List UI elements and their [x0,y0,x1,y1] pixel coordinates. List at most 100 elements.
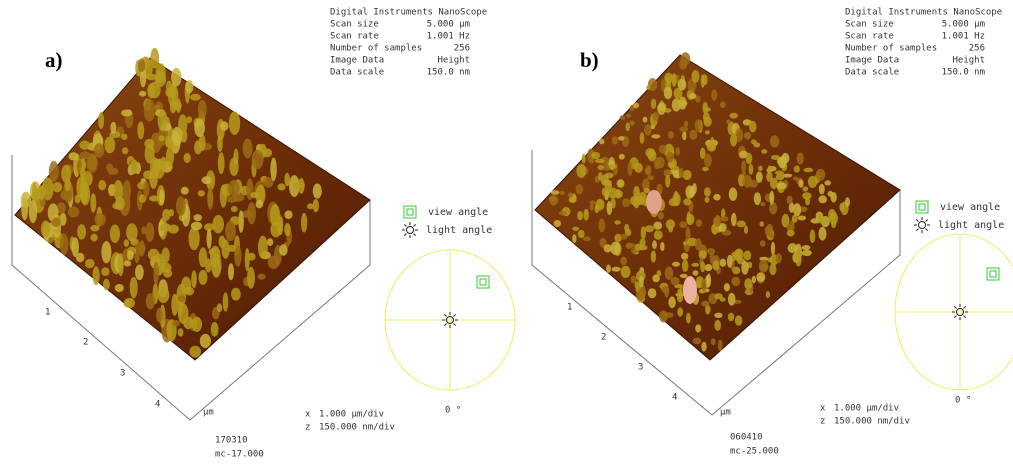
surface-peak [696,219,702,227]
zero-angle-label: 0 ° [955,396,971,406]
surface-peak [666,151,674,162]
surface-peak [98,112,104,129]
surface-peak [191,222,202,231]
surface-peak [693,270,699,275]
surface-peak [86,154,97,173]
axis-tick-label: 4 [672,393,677,403]
surface-peak [796,249,803,257]
surface-peak [741,261,748,275]
surface-peak [250,192,259,199]
zero-angle-label: 0 ° [445,406,461,416]
surface-peak [135,265,144,281]
surface-peak [683,241,688,245]
surface-peak [126,223,138,241]
surface-peak [181,187,189,195]
surface-peak [298,178,305,194]
surface-peak [787,196,793,205]
surface-peak [153,262,159,285]
surface-peak [110,122,116,134]
surface-peak [77,224,86,239]
surface-peak [191,270,197,288]
surface-peak [223,292,229,312]
info-key: Data scale [845,68,899,78]
surface-peak [605,180,612,194]
surface-peak [672,262,680,267]
surface-peak [679,126,688,132]
surface-peak [258,236,268,259]
surface-peak [161,248,169,264]
surface-peak [705,130,710,134]
surface-peak [767,258,773,263]
surface-peak [572,227,579,231]
surface-peak [143,181,149,197]
surface-peak [769,202,777,214]
surface-peak [189,346,201,358]
surface-peak [754,192,761,205]
surface-peak [68,207,80,218]
surface-peak [94,143,104,157]
surface-peak [674,191,678,202]
surface-peak [633,103,639,109]
light-ray [954,306,956,308]
surface-peak [720,259,727,267]
surface-peak [817,214,822,224]
info-header: Digital Instruments NanoScope [845,8,1002,18]
surface-peak [726,119,730,124]
surface-peak [141,226,146,234]
surface-peak [749,121,756,133]
surface-peak [788,243,798,253]
surface-peak [165,136,172,148]
footer-text: mc-17.000 [215,450,264,460]
surface-peak [118,253,124,276]
surface-peak [245,248,250,271]
surface-peak [810,230,816,243]
surface-peak [124,239,129,247]
light-ray [916,229,918,231]
scale-value: 1.000 µm/div [319,410,384,420]
panel-label: a) [45,48,63,72]
surface-peak [703,112,710,122]
surface-peak [701,279,706,292]
surface-peak [185,80,193,93]
surface-peak [731,277,740,286]
surface-peak [797,153,804,165]
surface-peak [683,276,697,304]
surface-peak [657,270,662,276]
surface-peak [194,140,202,154]
surface-peak [231,288,241,301]
surface-peak [731,213,737,227]
surface-peak [569,197,577,203]
light-angle-label: light angle [938,220,1004,231]
info-key: Number of samples [845,44,937,54]
surface-peak [228,263,234,280]
surface-peak [582,154,586,164]
surface-peak [627,243,637,247]
surface-peak [794,166,800,173]
surface-peak [207,187,213,210]
surface-peak [683,170,692,180]
surface-peak [615,189,620,199]
surface-peak [668,226,673,232]
surface-peak [787,230,795,237]
info-value: 256 [454,44,470,54]
surface-peak [234,245,241,266]
surface-peak [29,200,37,223]
surface-peak [577,211,583,220]
info-value: 256 [969,44,985,54]
surface-peak [689,186,695,197]
surface-peak [776,253,782,263]
surface-peak [645,167,650,175]
surface-peak [808,176,818,188]
light-ray [954,316,956,318]
surface-peak [190,94,201,101]
surface-peak [620,234,627,240]
surface-peak [819,184,825,195]
surface-peak [177,284,187,307]
surface-peak [98,180,106,190]
surface-peak [227,196,238,203]
surface-peak [578,230,585,238]
surface-peak [735,315,743,325]
surface-peak [255,200,263,208]
surface-peak [679,221,687,228]
surface-peak [760,240,766,247]
